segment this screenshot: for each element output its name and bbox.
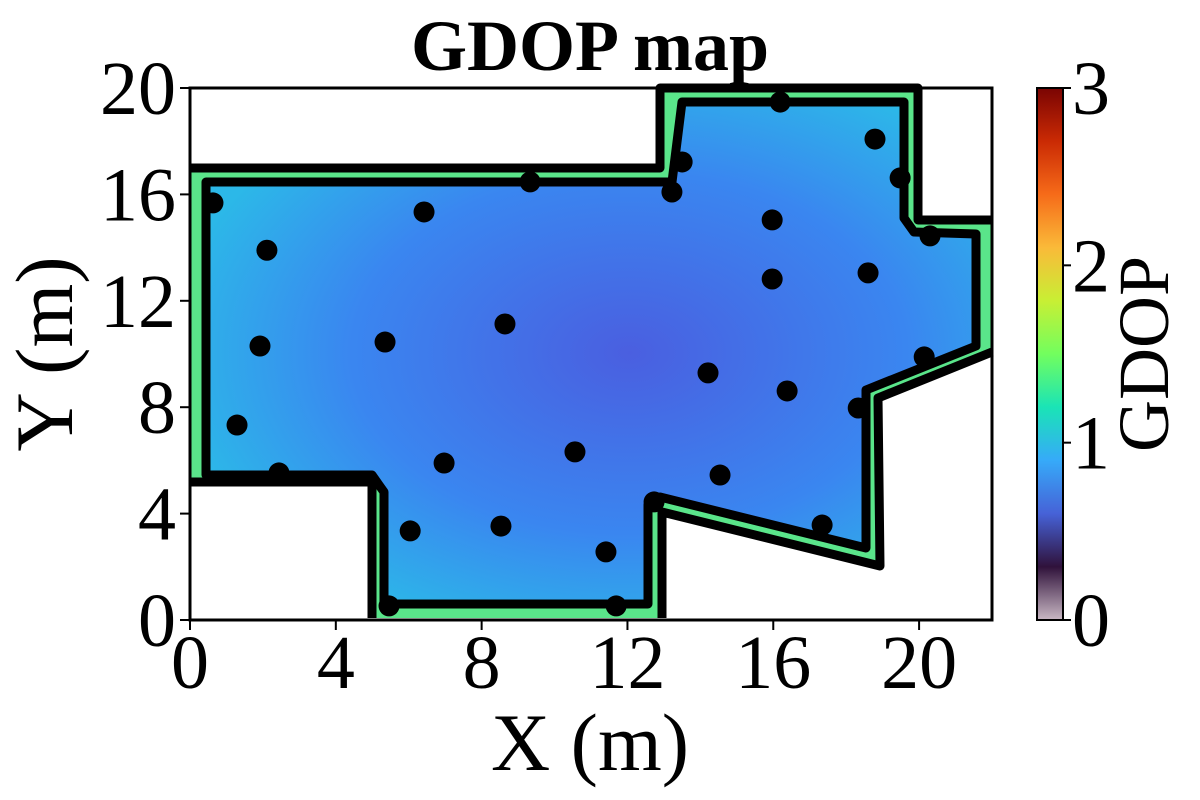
anchor-point (697, 362, 719, 384)
anchor-point (413, 201, 435, 223)
anchor-point (399, 520, 421, 542)
y-tick-label: 0 (138, 579, 176, 663)
x-axis-label: X (m) (491, 697, 689, 788)
colorbar (1036, 87, 1064, 621)
colorbar-label: GDOP (1104, 256, 1184, 452)
x-tick-label: 12 (589, 621, 665, 705)
anchor-point (709, 464, 731, 486)
anchor-point (761, 268, 783, 290)
anchor-point (268, 462, 290, 484)
anchor-point (919, 225, 941, 247)
anchor-point (595, 541, 617, 563)
anchor-point (202, 192, 224, 214)
anchor-point (661, 181, 683, 203)
chart-title: GDOP map (411, 6, 769, 86)
y-tick-label: 8 (138, 366, 176, 450)
anchor-point (519, 171, 541, 193)
anchor-point (249, 335, 271, 357)
wall-inner (201, 97, 981, 609)
y-axis-label: Y (m) (0, 256, 90, 451)
colorbar-tick-label: 3 (1072, 47, 1110, 131)
anchor-point (494, 313, 516, 335)
anchor-point (605, 595, 627, 617)
colorbar-tick-label: 0 (1072, 579, 1110, 663)
y-tick-label: 4 (138, 473, 176, 557)
anchor-point (847, 397, 869, 419)
anchor-point (564, 441, 586, 463)
anchor-point (256, 239, 278, 261)
wall-outer (657, 347, 994, 618)
x-tick-label: 4 (317, 621, 355, 705)
anchor-point (761, 209, 783, 231)
x-tick-label: 16 (735, 621, 811, 705)
x-tick-label: 8 (463, 621, 501, 705)
anchor-point (811, 514, 833, 536)
anchor-point (433, 452, 455, 474)
anchor-point (857, 262, 879, 284)
y-tick-label: 12 (100, 260, 176, 344)
anchor-point (374, 331, 396, 353)
plot-frame (188, 86, 994, 622)
anchor-point (776, 380, 798, 402)
anchor-point (769, 91, 791, 113)
wall-outer (190, 477, 377, 618)
colorbar-tick-label: 1 (1072, 402, 1110, 486)
room-inner (206, 102, 976, 604)
anchor-point (671, 151, 693, 173)
y-tick-label: 16 (100, 153, 176, 237)
anchor-point (378, 595, 400, 617)
anchor-point (490, 515, 512, 537)
colorbar-tick-label: 2 (1072, 224, 1110, 308)
anchor-point (643, 491, 665, 513)
anchor-point (913, 346, 935, 368)
x-tick-label: 20 (881, 621, 957, 705)
anchor-point (226, 414, 248, 436)
anchor-point (889, 167, 911, 189)
anchor-point (864, 128, 886, 150)
x-tick-label: 0 (171, 621, 209, 705)
y-tick-label: 20 (100, 47, 176, 131)
